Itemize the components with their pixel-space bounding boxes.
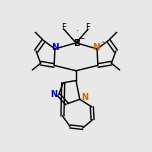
Text: .: . (75, 24, 77, 33)
Text: N: N (81, 93, 88, 102)
Text: +: + (100, 40, 105, 45)
Text: N: N (51, 43, 59, 52)
Text: N: N (51, 90, 58, 99)
Text: −: − (80, 35, 85, 40)
Text: N: N (93, 43, 100, 52)
Text: B: B (73, 39, 80, 48)
Text: F: F (62, 23, 66, 32)
Text: F: F (86, 23, 90, 32)
